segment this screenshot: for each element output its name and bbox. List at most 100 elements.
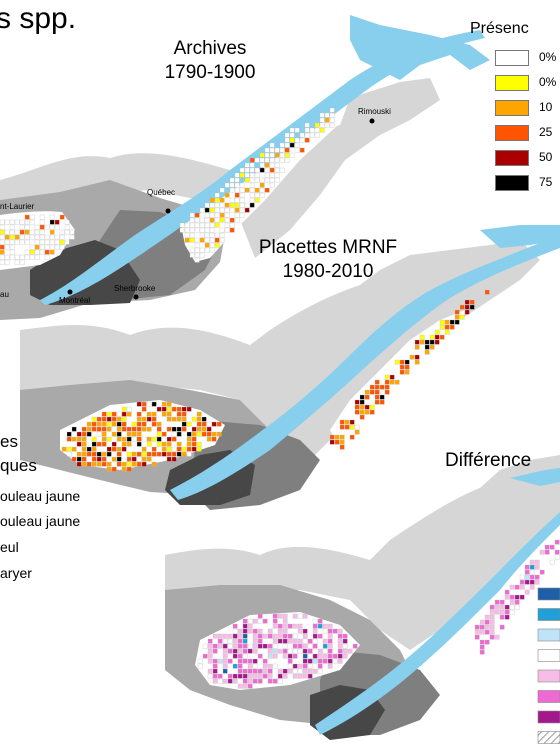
grid-cell xyxy=(479,629,485,635)
grid-cell xyxy=(529,579,535,585)
grid-cell xyxy=(279,152,285,158)
grid-cell xyxy=(364,404,370,410)
grid-cell xyxy=(179,227,185,233)
grid-cell xyxy=(106,421,112,427)
grid-cell xyxy=(206,431,212,437)
grid-cell xyxy=(101,431,107,437)
grid-cell xyxy=(257,673,263,679)
species-legend-heading: es ques xyxy=(0,430,37,478)
grid-cell xyxy=(334,439,340,445)
grid-cell xyxy=(224,202,230,208)
grid-cell xyxy=(329,107,335,113)
grid-cell xyxy=(204,217,210,223)
city-label-sherbrooke: Sherbrooke xyxy=(114,284,156,293)
grid-cell xyxy=(514,584,520,590)
grid-cell xyxy=(171,436,177,442)
grid-cell xyxy=(227,633,233,639)
grid-cell xyxy=(4,239,10,245)
grid-cell xyxy=(289,142,295,148)
grid-cell xyxy=(342,653,348,659)
grid-cell xyxy=(332,653,338,659)
grid-cell xyxy=(514,594,520,600)
grid-cell xyxy=(34,229,40,235)
grid-cell xyxy=(257,653,263,659)
grid-cell xyxy=(272,618,278,624)
grid-cell xyxy=(349,424,355,430)
grid-cell xyxy=(337,643,343,649)
grid-cell xyxy=(282,638,288,644)
grid-cell xyxy=(554,549,560,555)
city-marker-rimouski xyxy=(369,118,375,124)
grid-cell xyxy=(267,633,273,639)
map-title-archives: Archives 1790-1900 xyxy=(150,37,270,85)
grid-cell xyxy=(69,234,75,240)
grid-cell xyxy=(242,618,248,624)
grid-cell xyxy=(199,247,205,253)
grid-cell xyxy=(384,384,390,390)
grid-cell xyxy=(106,426,112,432)
grid-cell xyxy=(151,446,157,452)
grid-cell xyxy=(289,132,295,138)
grid-cell xyxy=(111,411,117,417)
grid-cell xyxy=(121,446,127,452)
grid-cell xyxy=(237,683,243,689)
grid-cell xyxy=(227,643,233,649)
grid-cell xyxy=(186,436,192,442)
species-legend-item: ouleau jaune xyxy=(0,513,81,529)
grid-cell xyxy=(319,112,325,118)
grid-cell xyxy=(141,446,147,452)
grid-cell xyxy=(309,127,315,133)
map3-zone-light xyxy=(165,455,560,650)
species-legend-heading-line1: es xyxy=(0,432,18,451)
difference-legend-swatch xyxy=(537,690,560,703)
grid-cell xyxy=(96,421,102,427)
grid-cell xyxy=(524,574,530,580)
grid-cell xyxy=(91,451,97,457)
grid-cell xyxy=(277,678,283,684)
grid-cell xyxy=(294,127,300,133)
grid-cell xyxy=(156,436,162,442)
grid-cell xyxy=(222,648,228,654)
grid-cell xyxy=(126,436,132,442)
grid-cell xyxy=(197,663,203,669)
grid-cell xyxy=(222,653,228,659)
grid-cell xyxy=(229,217,235,223)
grid-cell xyxy=(76,431,82,437)
grid-cell xyxy=(24,249,30,255)
grid-cell xyxy=(66,436,72,442)
species-legend-heading-line2: ques xyxy=(0,456,37,475)
map-title-placettes-line2: 1980-2010 xyxy=(282,261,374,282)
grid-cell xyxy=(166,441,172,447)
grid-cell xyxy=(131,426,137,432)
grid-cell xyxy=(91,426,97,432)
map-title-placettes-line1: Placettes MRNF xyxy=(258,237,398,258)
grid-cell xyxy=(171,431,177,437)
grid-cell xyxy=(237,673,243,679)
grid-cell xyxy=(237,663,243,669)
grid-cell xyxy=(484,619,490,625)
grid-cell xyxy=(312,628,318,634)
grid-cell xyxy=(509,604,515,610)
grid-cell xyxy=(214,237,220,243)
grid-cell xyxy=(151,436,157,442)
grid-cell xyxy=(364,409,370,415)
grid-cell xyxy=(116,416,122,422)
grid-cell xyxy=(34,249,40,255)
grid-cell xyxy=(131,436,137,442)
grid-cell xyxy=(121,436,127,442)
grid-cell xyxy=(14,254,20,260)
grid-cell xyxy=(34,224,40,230)
grid-cell xyxy=(297,613,303,619)
grid-cell xyxy=(44,244,50,250)
grid-cell xyxy=(317,668,323,674)
grid-cell xyxy=(4,244,10,250)
grid-cell xyxy=(29,234,35,240)
grid-cell xyxy=(307,663,313,669)
grid-cell xyxy=(146,411,152,417)
grid-cell xyxy=(317,653,323,659)
grid-cell xyxy=(249,182,255,188)
grid-cell xyxy=(267,643,273,649)
grid-cell xyxy=(64,239,70,245)
grid-cell xyxy=(184,237,190,243)
grid-cell xyxy=(224,217,230,223)
